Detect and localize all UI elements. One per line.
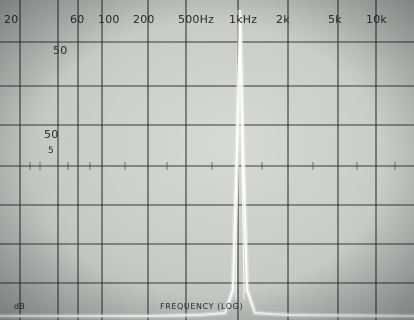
corner-mark: dB xyxy=(14,302,25,311)
amp-label-5: 5 xyxy=(48,146,54,156)
trace-line-echo xyxy=(235,39,245,301)
axis-caption: FREQUENCY (LOG) xyxy=(160,302,244,311)
freq-label-60: 60 xyxy=(70,13,85,26)
freq-label-100: 100 xyxy=(98,13,120,26)
freq-label-200: 200 xyxy=(133,13,155,26)
freq-label-2k: 2k xyxy=(276,13,290,26)
freq-label-500hz: 500Hz xyxy=(178,13,215,26)
freq-label-1khz: 1kHz xyxy=(229,13,258,26)
freq-label-10k: 10k xyxy=(366,13,387,26)
freq-label-20: 20 xyxy=(4,13,19,26)
trace-line xyxy=(0,9,414,317)
freq-label-50: 50 xyxy=(53,44,68,57)
freq-label-5k: 5k xyxy=(328,13,342,26)
amp-label-50: 50 xyxy=(44,128,59,141)
